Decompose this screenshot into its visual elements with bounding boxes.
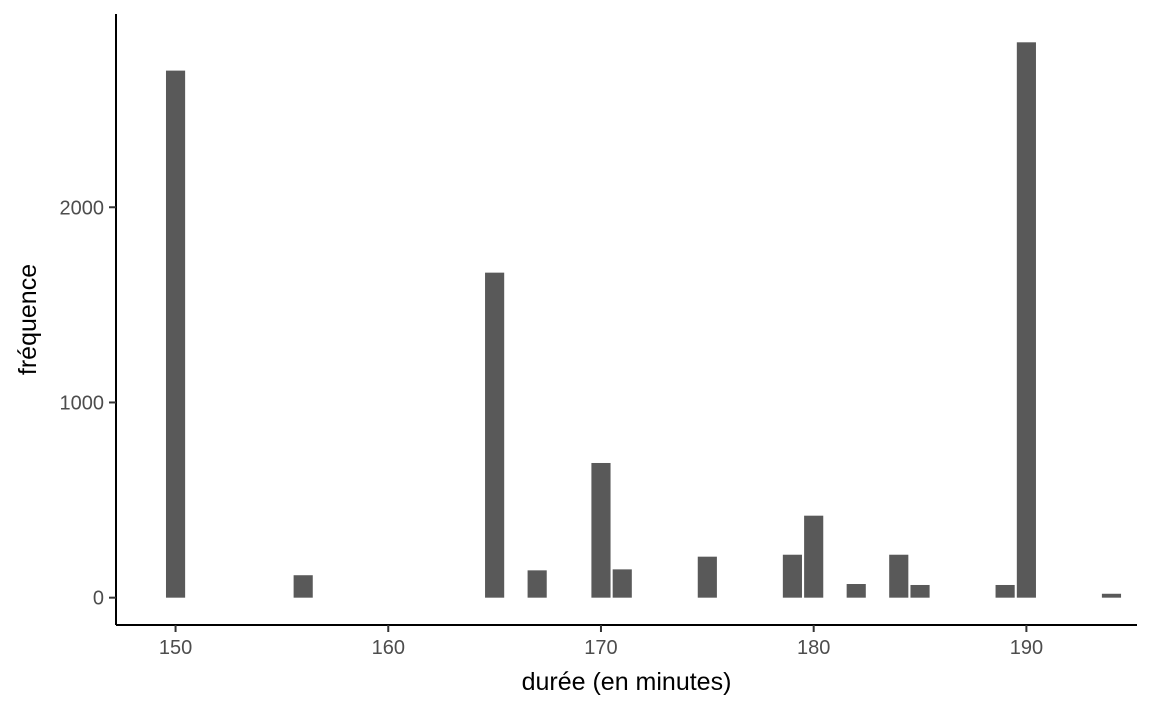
bar-171 <box>612 569 632 598</box>
bar-184 <box>889 554 909 598</box>
bar-165 <box>485 272 505 598</box>
x-tick-label: 150 <box>159 637 192 659</box>
bar-170 <box>591 462 611 598</box>
bar-189 <box>995 584 1015 598</box>
y-tick-label: 0 <box>93 588 104 610</box>
y-ticks-group: 0 1000 2000 <box>60 197 116 610</box>
bar-150 <box>165 70 186 598</box>
bar-190 <box>1016 42 1036 598</box>
bar-180 <box>804 515 824 598</box>
axes-group <box>115 14 1137 626</box>
bars-group <box>165 42 1122 598</box>
y-tick-label: 1000 <box>60 392 105 414</box>
bar-156 <box>293 575 313 598</box>
bar-167 <box>527 570 547 598</box>
bar-179 <box>782 554 802 598</box>
x-axis-title: durée (en minutes) <box>522 668 732 696</box>
x-tick-label: 170 <box>584 637 617 659</box>
x-tick-label: 190 <box>1010 637 1043 659</box>
x-tick-label: 160 <box>372 637 405 659</box>
bar-185 <box>910 584 930 598</box>
bar-182 <box>846 584 866 598</box>
x-tick-label: 180 <box>797 637 830 659</box>
bar-175 <box>697 556 717 598</box>
bar-194 <box>1101 593 1122 598</box>
y-tick-label: 2000 <box>60 197 105 219</box>
x-ticks-group: 150 160 170 180 190 <box>159 625 1043 659</box>
y-axis-title: fréquence <box>14 264 42 375</box>
